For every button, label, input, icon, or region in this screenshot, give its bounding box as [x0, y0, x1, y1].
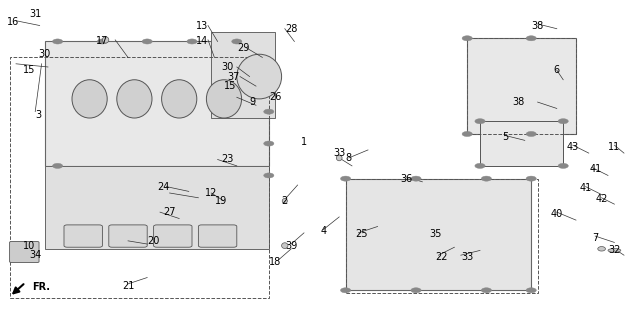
Circle shape [526, 36, 536, 41]
Text: 3: 3 [35, 110, 42, 120]
Text: 38: 38 [512, 97, 525, 107]
Circle shape [264, 173, 274, 178]
Text: 23: 23 [221, 154, 234, 165]
Polygon shape [467, 38, 576, 134]
Text: 22: 22 [435, 252, 448, 262]
Text: 20: 20 [147, 236, 160, 246]
Circle shape [475, 163, 485, 168]
Circle shape [526, 176, 536, 181]
Circle shape [475, 119, 485, 124]
Polygon shape [45, 166, 269, 249]
Circle shape [481, 288, 492, 293]
Polygon shape [211, 32, 275, 118]
Text: 13: 13 [195, 20, 208, 31]
Text: 21: 21 [122, 280, 134, 291]
Polygon shape [45, 41, 269, 166]
Text: FR.: FR. [32, 282, 50, 292]
Text: 26: 26 [269, 92, 282, 102]
Ellipse shape [72, 80, 108, 118]
Circle shape [462, 131, 472, 137]
Text: 4: 4 [320, 226, 326, 236]
Text: 29: 29 [237, 43, 250, 53]
Text: 30: 30 [38, 49, 51, 59]
Ellipse shape [282, 243, 288, 249]
Text: 9: 9 [250, 97, 256, 107]
Text: 35: 35 [429, 229, 442, 240]
Circle shape [481, 176, 492, 181]
Text: 8: 8 [346, 153, 352, 163]
Ellipse shape [608, 249, 621, 252]
Circle shape [187, 39, 197, 44]
Text: 1: 1 [301, 137, 307, 147]
Circle shape [232, 39, 242, 44]
Circle shape [558, 119, 568, 124]
Text: 40: 40 [550, 209, 563, 219]
Text: 39: 39 [285, 241, 298, 251]
Ellipse shape [117, 80, 152, 118]
FancyBboxPatch shape [198, 225, 237, 247]
Circle shape [264, 141, 274, 146]
Circle shape [142, 39, 152, 44]
Circle shape [97, 39, 108, 44]
FancyBboxPatch shape [154, 225, 192, 247]
Circle shape [52, 39, 63, 44]
Ellipse shape [598, 247, 605, 251]
Text: 24: 24 [157, 182, 170, 192]
FancyBboxPatch shape [64, 225, 102, 247]
Text: 7: 7 [592, 233, 598, 243]
Circle shape [411, 176, 421, 181]
Circle shape [340, 288, 351, 293]
Ellipse shape [162, 80, 197, 118]
Ellipse shape [102, 37, 109, 43]
Text: 6: 6 [554, 65, 560, 75]
Text: 34: 34 [29, 250, 42, 260]
Circle shape [52, 163, 63, 168]
Circle shape [526, 131, 536, 137]
Text: 30: 30 [221, 62, 234, 72]
Text: 18: 18 [269, 256, 282, 267]
Polygon shape [346, 179, 531, 290]
FancyBboxPatch shape [109, 225, 147, 247]
Text: 10: 10 [22, 241, 35, 251]
Text: 27: 27 [163, 207, 176, 217]
Circle shape [264, 109, 274, 114]
Text: 41: 41 [579, 183, 592, 193]
Text: 25: 25 [355, 229, 368, 240]
Circle shape [462, 36, 472, 41]
Text: 14: 14 [195, 36, 208, 47]
FancyBboxPatch shape [10, 241, 39, 263]
Text: 11: 11 [608, 142, 621, 152]
Polygon shape [480, 121, 563, 166]
Text: 28: 28 [285, 24, 298, 34]
Circle shape [411, 288, 421, 293]
Text: 33: 33 [333, 148, 346, 158]
Text: 31: 31 [29, 9, 42, 19]
Text: 19: 19 [214, 196, 227, 206]
Ellipse shape [237, 54, 282, 99]
Text: 2: 2 [282, 196, 288, 206]
Ellipse shape [282, 198, 287, 204]
Text: 15: 15 [22, 65, 35, 75]
Text: 37: 37 [227, 71, 240, 82]
Text: 5: 5 [502, 132, 509, 142]
Text: 42: 42 [595, 194, 608, 204]
Text: 33: 33 [461, 252, 474, 262]
Text: 43: 43 [566, 142, 579, 152]
Text: 17: 17 [96, 36, 109, 47]
Text: 15: 15 [224, 81, 237, 91]
Text: 36: 36 [400, 174, 413, 184]
Text: 38: 38 [531, 20, 544, 31]
Circle shape [340, 176, 351, 181]
Text: 16: 16 [6, 17, 19, 27]
Ellipse shape [337, 155, 342, 161]
Text: 41: 41 [589, 164, 602, 174]
Circle shape [526, 288, 536, 293]
Text: 12: 12 [205, 188, 218, 198]
Text: 32: 32 [608, 245, 621, 256]
Ellipse shape [206, 80, 242, 118]
Circle shape [558, 163, 568, 168]
